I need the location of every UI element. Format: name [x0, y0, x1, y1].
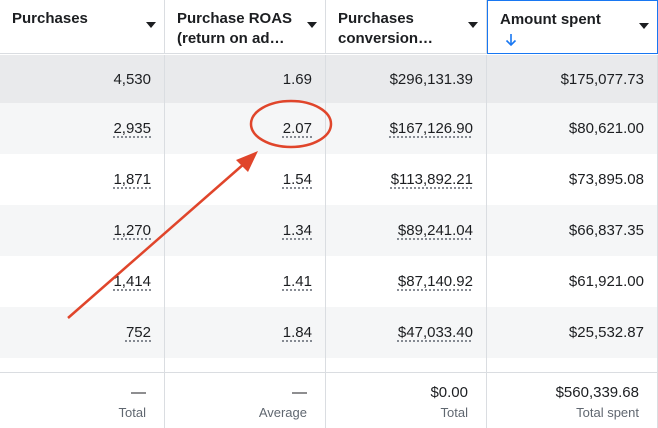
- cell-value: 1,414: [113, 273, 151, 290]
- header-title: Amount spent: [500, 10, 601, 30]
- arrow-line: [67, 162, 246, 319]
- header-line: conversion…: [338, 30, 434, 47]
- table-cell: 1.41: [165, 256, 326, 307]
- column-header[interactable]: Purchases conversion…: [326, 0, 487, 54]
- cell-value: $113,892.21: [390, 171, 473, 188]
- table-cell: $47,033.40: [326, 307, 487, 358]
- header-line: Purchases: [338, 10, 414, 27]
- footer-label: Total spent: [576, 405, 639, 420]
- table-cell: 752: [0, 307, 165, 358]
- table-row: 1,270 1.34 $89,241.04 $66,837.35: [0, 205, 658, 256]
- table-cell: 1.69: [165, 55, 326, 103]
- table-cell: $296,131.39: [326, 55, 487, 103]
- dropdown-icon[interactable]: [468, 22, 478, 29]
- cell-value: 1.41: [282, 273, 312, 290]
- footer-cell: $0.00 Total: [326, 373, 487, 428]
- cell-value: $89,241.04: [397, 222, 473, 239]
- header-title: Purchase ROAS (return on ad…: [177, 9, 292, 49]
- header-line: Amount spent: [500, 11, 601, 28]
- cell-value: $73,895.08: [568, 171, 644, 188]
- cell-value: 1.34: [282, 222, 312, 239]
- cell-value: $87,140.92: [397, 273, 473, 290]
- footer-cell: $560,339.68 Total spent: [487, 373, 658, 428]
- footer-cell: — Average: [165, 373, 326, 428]
- dropdown-icon[interactable]: [146, 22, 156, 29]
- cell-value: 1.69: [282, 70, 312, 88]
- cell-value: 1,270: [113, 222, 151, 239]
- column-header[interactable]: Purchase ROAS (return on ad…: [165, 0, 326, 54]
- table-cell: $87,140.92: [326, 256, 487, 307]
- cell-value: 2,935: [113, 120, 151, 137]
- table-cell: 4,530: [0, 55, 165, 103]
- table-footer: — Total — Average $0.00 Total $560,339.68 Total…: [0, 372, 658, 428]
- table-cell: $113,892.21: [326, 154, 487, 205]
- cell-value: $61,921.00: [568, 273, 644, 290]
- dropdown-icon[interactable]: [307, 22, 317, 29]
- header-line: (return on ad…: [177, 30, 285, 47]
- table-cell: 1.84: [165, 307, 326, 358]
- cell-value: 1.84: [282, 324, 312, 341]
- cell-value: $66,837.35: [568, 222, 644, 239]
- table-row: 1,871 1.54 $113,892.21 $73,895.08: [0, 154, 658, 205]
- table-cell: 2.07: [165, 103, 326, 154]
- cell-value: 1.54: [282, 171, 312, 188]
- table-cell: 1,871: [0, 154, 165, 205]
- footer-label: Total: [118, 405, 146, 420]
- table-cell: 2,935: [0, 103, 165, 154]
- footer-label: Total: [440, 405, 468, 420]
- dropdown-icon[interactable]: [639, 23, 649, 30]
- footer-value: $0.00: [430, 384, 468, 401]
- header-title: Purchases conversion…: [338, 9, 433, 49]
- header-title: Purchases: [12, 9, 88, 29]
- table-cell: 1.54: [165, 154, 326, 205]
- cell-value: $47,033.40: [397, 324, 473, 341]
- table-cell: 1.34: [165, 205, 326, 256]
- cell-value: $175,077.73: [560, 70, 644, 88]
- footer-value: —: [292, 384, 307, 401]
- cell-value: $80,621.00: [568, 120, 644, 137]
- cell-value: 752: [125, 324, 151, 341]
- cell-value: 2.07: [282, 120, 312, 137]
- arrow-head: [236, 151, 258, 172]
- cell-value: 1,871: [113, 171, 151, 188]
- header-line: Purchase ROAS: [177, 10, 293, 27]
- column-header[interactable]: Amount spent: [487, 0, 658, 54]
- cell-value: 4,530: [113, 70, 151, 88]
- sort-icon[interactable]: [505, 33, 517, 47]
- header-line: Purchases: [12, 10, 88, 27]
- cell-value: $167,126.90: [389, 120, 473, 137]
- table-row: 1,414 1.41 $87,140.92 $61,921.00: [0, 256, 658, 307]
- table-row: 4,530 1.69 $296,131.39 $175,077.73: [0, 55, 658, 103]
- cell-value: $296,131.39: [389, 70, 473, 88]
- table-cell: $167,126.90: [326, 103, 487, 154]
- highlight-circle: [249, 99, 333, 149]
- table-cell: 1,270: [0, 205, 165, 256]
- table-row: 752 1.84 $47,033.40 $25,532.87: [0, 307, 658, 358]
- footer-label: Average: [258, 405, 307, 420]
- footer-value: —: [131, 384, 146, 401]
- cell-value: $25,532.87: [568, 324, 644, 341]
- footer-value: $560,339.68: [555, 384, 639, 401]
- column-header[interactable]: Purchases: [0, 0, 165, 54]
- footer-cell: — Total: [0, 373, 165, 428]
- table-cell: $89,241.04: [326, 205, 487, 256]
- table-cell: 1,414: [0, 256, 165, 307]
